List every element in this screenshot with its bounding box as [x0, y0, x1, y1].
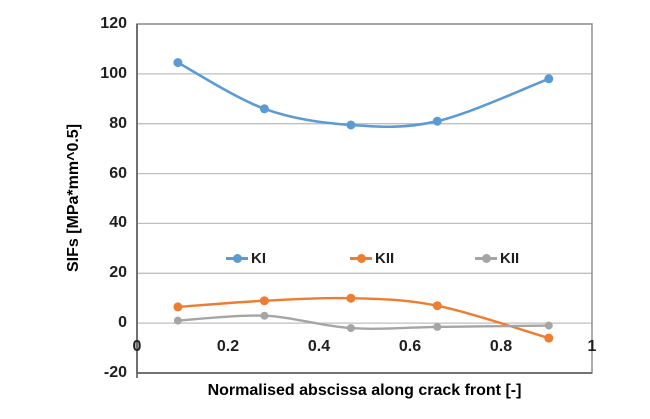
y-tick-label-120: 120	[100, 15, 127, 32]
series-2-point-1	[260, 311, 269, 320]
series-1-point-1	[259, 296, 269, 306]
series-1-point-2	[346, 293, 356, 303]
y-tick-label-60: 60	[109, 165, 127, 182]
legend-marker-kii-2-icon	[475, 249, 497, 267]
y-tick-label-100: 100	[100, 65, 127, 82]
series-0-point-4	[544, 74, 554, 84]
legend-item-kii: KII	[350, 249, 394, 267]
series-line-2-kii	[176, 314, 550, 330]
y-tick-label--20: -20	[103, 364, 127, 381]
series-0-point-2	[346, 120, 356, 130]
y-tick-label-0: 0	[118, 314, 127, 331]
legend-label-kii: KII	[375, 249, 395, 267]
series-2-point-0	[173, 316, 182, 325]
legend-item-ki: KI	[226, 249, 266, 267]
series-0-point-1	[259, 104, 269, 114]
series-1-point-3	[432, 301, 442, 311]
legend-marker-ki-icon	[226, 249, 248, 267]
x-tick-label-0.4: 0.4	[307, 338, 331, 355]
plot-border	[136, 23, 593, 374]
series-1-point-0	[173, 302, 183, 312]
series-2-point-4	[544, 321, 553, 330]
y-tick-label-80: 80	[109, 115, 127, 132]
x-tick-label-0.2: 0.2	[216, 338, 240, 355]
legend-label-kii-2: KII	[500, 249, 520, 267]
x-tick-label-0.6: 0.6	[398, 338, 422, 355]
legend-item-kii-2: KII	[475, 249, 519, 267]
legend-label-ki: KI	[251, 249, 266, 267]
series-line-1-kii	[176, 296, 550, 340]
y-axis-title: SIFs [MPa*mm^0.5]	[65, 123, 82, 273]
x-tick-label-0: 0	[132, 338, 142, 355]
legend-marker-kii-icon	[350, 249, 372, 267]
series-0-point-0	[173, 58, 183, 68]
series-0-point-3	[432, 116, 442, 126]
series-line-0-ki	[176, 61, 551, 129]
series-1-point-4	[544, 333, 554, 343]
y-tick-label-20: 20	[109, 264, 127, 281]
y-tick-label-40: 40	[109, 214, 127, 231]
x-axis-title: Normalised abscissa along crack front [-…	[207, 382, 522, 399]
x-tick-label-1: 1	[587, 338, 597, 355]
series-2-point-3	[433, 322, 442, 331]
series-2-point-2	[346, 324, 355, 333]
x-tick-label-0.8: 0.8	[489, 338, 513, 355]
